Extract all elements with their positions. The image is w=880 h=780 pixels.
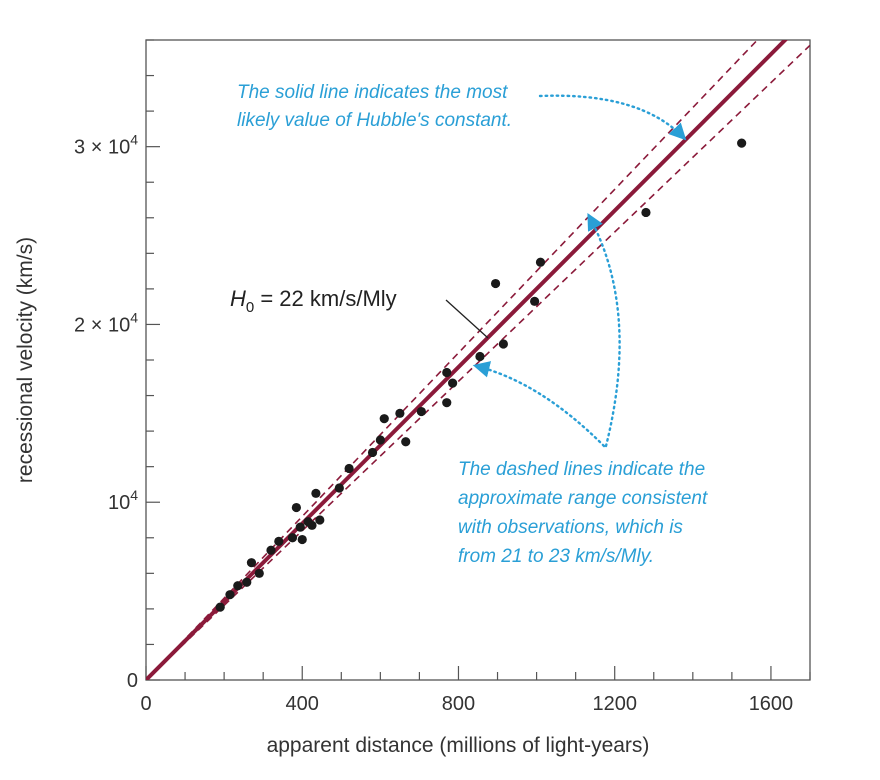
x-axis-title: apparent distance (millions of light-yea… bbox=[267, 734, 650, 757]
data-point bbox=[274, 536, 284, 546]
data-point bbox=[295, 522, 305, 532]
label-leader-line bbox=[445, 299, 489, 339]
dashed-line-note: approximate range consistent bbox=[458, 488, 708, 509]
data-point bbox=[375, 435, 385, 445]
data-point bbox=[307, 520, 317, 530]
x-tick-label: 1200 bbox=[592, 693, 637, 715]
x-tick-label: 800 bbox=[442, 693, 475, 715]
data-point bbox=[287, 533, 298, 543]
data-point bbox=[254, 568, 264, 578]
data-point bbox=[215, 602, 225, 612]
solid-note-arrow bbox=[538, 94, 687, 141]
data-point bbox=[242, 577, 252, 587]
data-point bbox=[530, 296, 540, 306]
dashed-line-note: The dashed lines indicate the bbox=[458, 459, 705, 480]
data-point bbox=[334, 483, 344, 493]
y-tick-label: 104 bbox=[108, 487, 138, 514]
y-tick-label: 3 × 104 bbox=[74, 132, 138, 159]
data-point bbox=[246, 558, 257, 568]
data-point bbox=[490, 278, 501, 289]
data-point bbox=[225, 590, 235, 600]
data-point bbox=[737, 138, 747, 148]
data-point bbox=[297, 534, 307, 545]
y-tick-label: 0 bbox=[127, 670, 138, 692]
data-point bbox=[448, 378, 458, 388]
data-point bbox=[401, 437, 411, 447]
data-points bbox=[215, 138, 747, 612]
dashed-line-note: from 21 to 23 km/s/Mly. bbox=[458, 546, 654, 567]
axes: 0 400 800 1200 1600 0 104 2 × 104 3 × 104 apparen… bbox=[14, 39, 811, 757]
data-point bbox=[291, 502, 301, 513]
data-point bbox=[266, 545, 276, 555]
y-tick-label: 2 × 104 bbox=[74, 309, 138, 336]
data-point bbox=[344, 463, 354, 474]
data-point bbox=[442, 398, 452, 408]
hubble-constant-label: H0 = 22 km/s/Mly bbox=[230, 286, 397, 316]
y-axis-title: recessional velocity (km/s) bbox=[14, 237, 37, 483]
dashed-note-arrow-upper bbox=[587, 213, 621, 448]
dashed-line-note: with observations, which is bbox=[458, 517, 683, 538]
range-line bbox=[146, 40, 759, 680]
data-point bbox=[379, 414, 389, 424]
data-point bbox=[311, 488, 321, 498]
x-tick-label: 400 bbox=[286, 693, 319, 715]
data-point bbox=[395, 408, 405, 418]
x-tick-label: 1600 bbox=[749, 693, 794, 715]
data-point bbox=[498, 339, 508, 349]
data-point bbox=[233, 581, 243, 591]
solid-line-note: likely value of Hubble's constant. bbox=[237, 110, 512, 131]
data-point bbox=[367, 447, 378, 458]
data-point bbox=[475, 351, 485, 362]
data-point bbox=[535, 257, 546, 267]
data-point bbox=[641, 207, 651, 218]
x-tick-label: 0 bbox=[140, 693, 151, 715]
data-point bbox=[315, 515, 325, 525]
annotations: The solid line indicates the most likely … bbox=[237, 82, 708, 567]
labels: H0 = 22 km/s/Mly bbox=[230, 286, 489, 339]
solid-line-note: The solid line indicates the most bbox=[237, 82, 508, 103]
dashed-note-arrow-lower bbox=[472, 361, 606, 448]
data-point bbox=[442, 367, 452, 378]
data-point bbox=[416, 406, 426, 417]
best-fit-line bbox=[146, 40, 788, 680]
